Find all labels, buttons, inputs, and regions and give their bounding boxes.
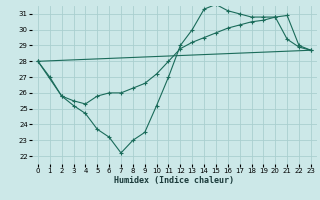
X-axis label: Humidex (Indice chaleur): Humidex (Indice chaleur) [115,176,234,185]
